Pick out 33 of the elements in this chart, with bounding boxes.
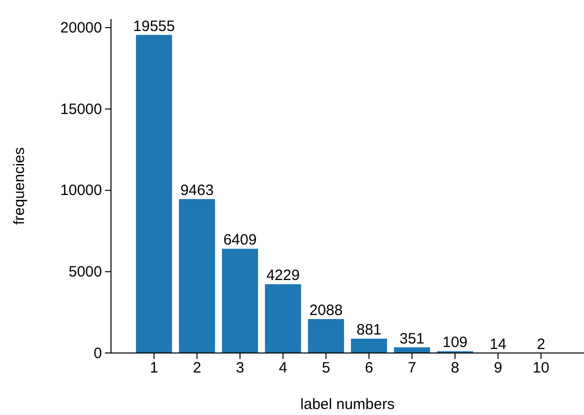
y-tick-label: 15000 (60, 100, 102, 118)
y-tick-label: 0 (94, 344, 102, 362)
x-tick-label: 6 (364, 360, 374, 377)
bar (222, 248, 258, 353)
data-label: 14 (490, 336, 506, 353)
data-label: 2 (536, 336, 546, 353)
x-tick-label: 10 (532, 360, 550, 377)
x-tick-label: 2 (192, 360, 202, 377)
data-label: 2088 (309, 302, 343, 320)
x-axis-title: label numbers (300, 396, 395, 413)
y-tick-label: 20000 (60, 19, 102, 36)
x-tick-label: 3 (236, 360, 244, 377)
data-label: 351 (399, 330, 425, 348)
x-tick-label: 4 (278, 360, 288, 377)
x-tick-label: 5 (322, 360, 330, 377)
data-label: 4229 (266, 267, 300, 284)
bar (178, 199, 216, 353)
bar (264, 284, 302, 353)
x-tick-label: 7 (408, 360, 416, 377)
y-axis-title: frequencies (11, 147, 28, 225)
bar (350, 338, 388, 353)
bar (136, 34, 172, 353)
data-label: 109 (442, 334, 468, 352)
data-label: 6409 (223, 232, 257, 249)
x-tick-label: 9 (494, 360, 502, 377)
data-label: 19555 (133, 18, 175, 35)
y-tick-label: 10000 (60, 182, 102, 200)
y-tick-label: 5000 (68, 263, 102, 280)
x-tick-label: 8 (450, 360, 460, 377)
x-tick-label: 1 (150, 360, 158, 377)
bar (308, 319, 344, 353)
data-label: 9463 (180, 182, 214, 200)
data-label: 881 (356, 322, 382, 339)
